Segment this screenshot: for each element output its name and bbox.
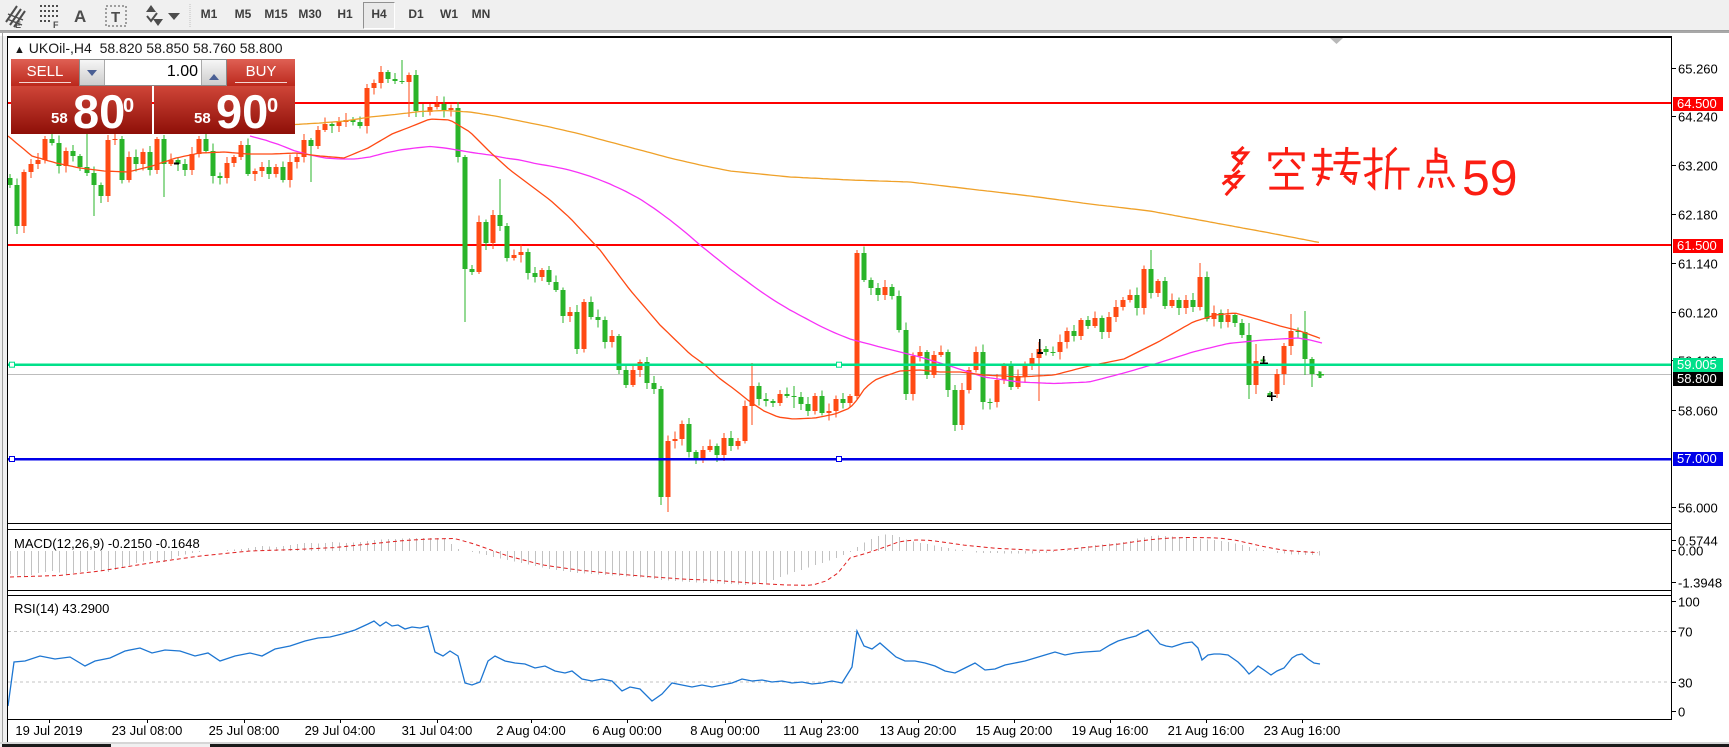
svg-text:F: F bbox=[53, 20, 59, 30]
svg-text:T: T bbox=[111, 9, 120, 26]
svg-text:A: A bbox=[74, 7, 86, 26]
svg-text:E: E bbox=[15, 20, 21, 30]
svg-text:59: 59 bbox=[1462, 150, 1518, 206]
